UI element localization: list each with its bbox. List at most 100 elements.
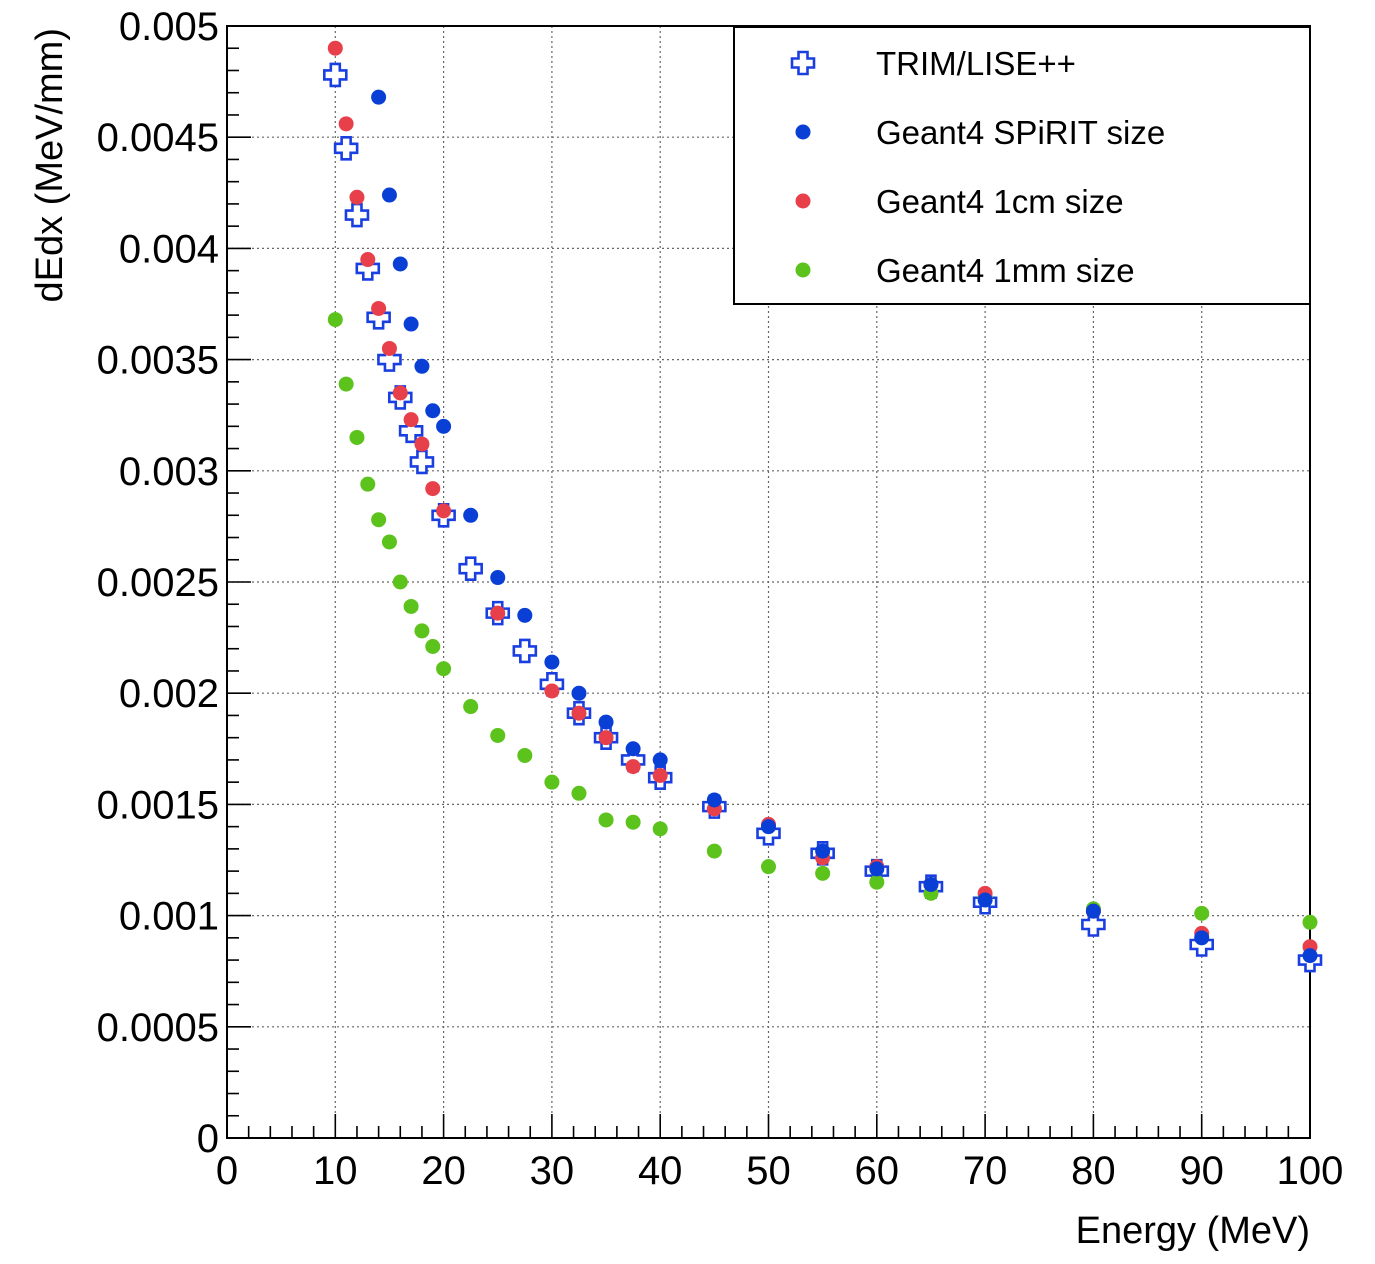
x-tick-label: 80 [1071, 1149, 1116, 1193]
data-point [323, 62, 348, 88]
data-point [1085, 903, 1101, 919]
y-tick-label: 0.005 [119, 5, 219, 49]
data-points [323, 40, 1323, 973]
legend-marker [795, 262, 811, 278]
legend-label: Geant4 1mm size [876, 252, 1135, 289]
y-tick-label: 0.003 [119, 450, 219, 494]
series-geant4-spirit-size [371, 89, 1318, 964]
data-point [403, 316, 419, 332]
legend-label: Geant4 SPiRIT size [876, 114, 1165, 151]
data-point [571, 785, 587, 801]
legend-item: Geant4 SPiRIT size [795, 114, 1165, 151]
x-axis-title: Energy (MeV) [1076, 1210, 1310, 1252]
x-tick-label: 40 [638, 1149, 683, 1193]
data-point [977, 892, 993, 908]
x-tick-label: 50 [746, 1149, 791, 1193]
data-point [625, 814, 641, 830]
legend-item: Geant4 1mm size [795, 252, 1135, 289]
data-point [869, 874, 885, 890]
x-tick-label: 30 [530, 1149, 575, 1193]
data-point [923, 876, 939, 892]
data-point [625, 741, 641, 757]
axis-ticks [226, 25, 1311, 1139]
data-point [392, 256, 408, 272]
y-tick-label: 0.001 [119, 895, 219, 939]
data-point [381, 187, 397, 203]
data-point [517, 747, 533, 763]
legend-label: Geant4 1cm size [876, 183, 1124, 220]
data-point [338, 376, 354, 392]
data-point [761, 819, 776, 835]
data-point [517, 607, 533, 623]
data-point [598, 714, 614, 730]
data-point [425, 638, 441, 654]
x-tick-label: 0 [216, 1149, 238, 1193]
data-point [458, 556, 483, 581]
data-point [371, 512, 387, 528]
y-tick-label: 0.004 [119, 227, 219, 271]
x-tick-label: 60 [855, 1149, 900, 1193]
x-tick-label: 10 [313, 1149, 358, 1193]
y-tick-label: 0.0025 [97, 561, 219, 605]
data-point [571, 685, 587, 701]
data-point [490, 605, 506, 621]
data-point [327, 40, 343, 56]
data-point [436, 503, 452, 519]
data-point [625, 759, 641, 775]
y-axis-title: dEdx (MeV/mm) [29, 28, 71, 302]
data-point [571, 705, 587, 721]
x-axis-tick-labels: 0 10 20 30 40 50 60 70 80 90 100 [216, 1149, 1344, 1193]
data-point [327, 312, 343, 328]
data-point [349, 189, 365, 205]
data-point [490, 570, 506, 586]
y-tick-label: 0.002 [119, 672, 219, 716]
legend-marker [795, 193, 811, 209]
data-point [414, 623, 430, 639]
data-point [381, 534, 397, 550]
data-point [338, 116, 354, 132]
data-point [425, 481, 441, 497]
y-axis-tick-labels: 0 0.0005 0.001 0.0015 0.002 0.0025 0.003 0.0035… [97, 5, 219, 1161]
data-point [761, 859, 776, 875]
data-point [1194, 930, 1210, 946]
x-tick-label: 100 [1277, 1149, 1344, 1193]
data-point [403, 412, 419, 428]
x-tick-label: 20 [421, 1149, 466, 1193]
data-point [652, 821, 668, 837]
data-point [490, 727, 506, 743]
y-tick-label: 0.0035 [97, 339, 219, 383]
data-point [869, 861, 885, 877]
data-point [409, 449, 435, 475]
data-point [436, 661, 452, 677]
data-point [425, 403, 441, 419]
y-tick-label: 0.0005 [97, 1006, 219, 1050]
legend-marker [795, 124, 811, 140]
data-point [333, 136, 359, 161]
data-point [392, 574, 408, 590]
data-point [512, 638, 538, 664]
legend: TRIM/LISE++ Geant4 SPiRIT size Geant4 1cm … [733, 26, 1311, 305]
data-point [349, 429, 365, 445]
data-point [652, 752, 668, 768]
data-point [463, 507, 479, 523]
data-point [1081, 912, 1106, 937]
data-point [377, 347, 402, 372]
data-point [360, 476, 376, 492]
data-point [392, 385, 408, 401]
y-tick-label: 0 [197, 1117, 219, 1161]
legend-item: Geant4 1cm size [795, 183, 1124, 220]
y-tick-label: 0.0045 [97, 116, 219, 160]
data-point [403, 598, 419, 614]
data-point [414, 436, 430, 452]
legend-label: TRIM/LISE++ [876, 45, 1076, 82]
data-point [414, 358, 430, 374]
data-point [706, 792, 722, 808]
data-point [381, 340, 397, 356]
data-point [706, 843, 722, 859]
x-tick-label: 70 [963, 1149, 1008, 1193]
series-geant4-1mm-size [327, 312, 1318, 930]
data-point [544, 774, 560, 790]
data-point [1302, 914, 1318, 930]
